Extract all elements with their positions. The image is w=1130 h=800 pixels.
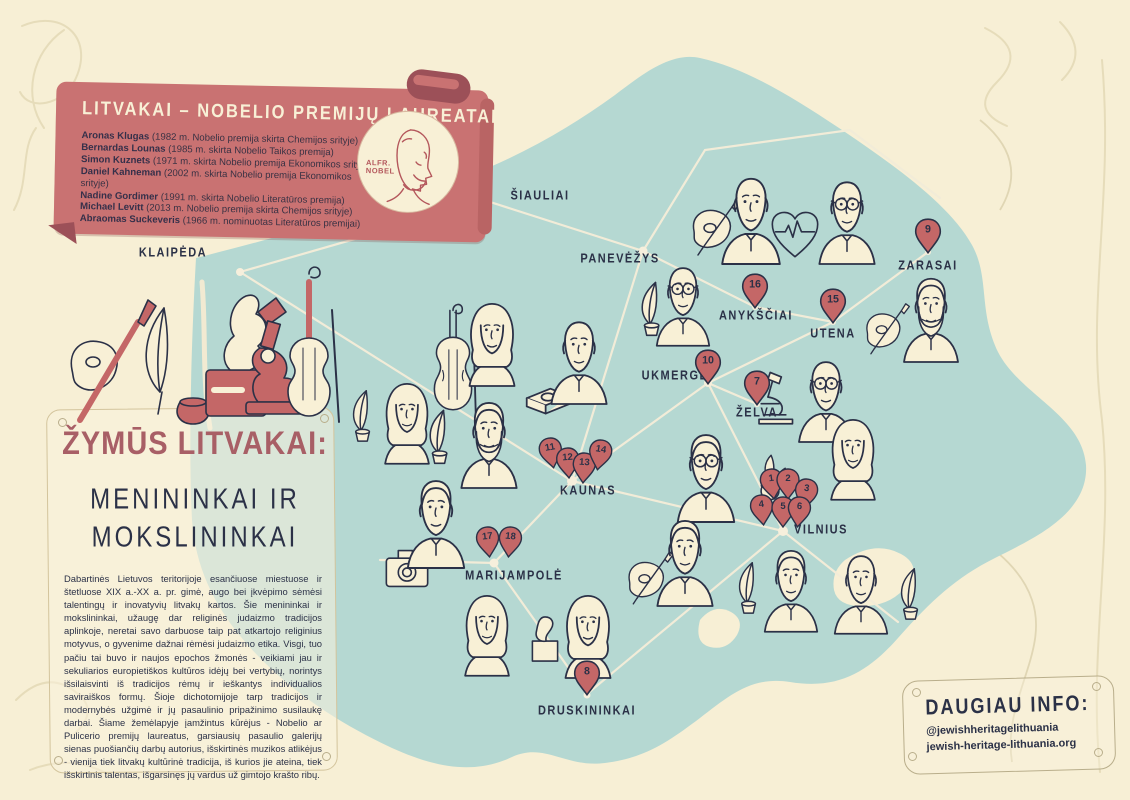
nobel-medal-icon: ALFR. NOBEL: [355, 109, 461, 214]
quill-icon: [145, 307, 169, 415]
sidebar-paragraph: Dabartinės Lietuvos teritorijoje esančiu…: [64, 573, 322, 781]
portrait-woman-south: [464, 595, 510, 677]
panel-pin-dot: [1094, 748, 1103, 757]
sidebar-subtitle-line2: MOKSLININKAI: [91, 521, 299, 554]
panel-pin-dot: [58, 418, 67, 427]
map-pin-17: 17: [474, 525, 501, 559]
violin-icon: [287, 266, 340, 423]
city-label-zelva: ŽELVA: [736, 405, 778, 421]
info-box-title: DAUGIAU INFO:: [925, 690, 1090, 720]
map-pin-10: 10: [694, 349, 722, 385]
city-label-ukmerge: UKMERGĖ: [641, 368, 709, 384]
paintbrush-icon: [77, 299, 157, 423]
sidebar-title: ŽYMŪS LITVAKAI:: [62, 426, 328, 462]
panel-pin-dot: [322, 752, 331, 761]
panel-pin-dot: [912, 688, 921, 697]
city-label-vilnius: VILNIUS: [794, 522, 848, 538]
medal-inscription: ALFR. NOBEL: [365, 157, 395, 176]
city-label-marijampole: MARIJAMPOLĖ: [465, 568, 563, 584]
map-pin-9: 9: [914, 218, 942, 254]
map-pin-16: 16: [741, 273, 769, 309]
info-box: DAUGIAU INFO: @jewishheritagelithuania j…: [901, 675, 1117, 775]
panel-pin-dot: [54, 756, 63, 765]
map-pin-6: 6: [785, 495, 812, 529]
map-pin-11: 11: [536, 435, 565, 471]
city-label-druskininkai: DRUSKININKAI: [537, 703, 637, 719]
map-pin-4: 4: [748, 493, 775, 527]
map-pin-12: 12: [555, 446, 581, 480]
portrait-woman-right: [830, 419, 876, 501]
map-pin-15: 15: [819, 288, 847, 324]
panel-pin-dot: [1092, 682, 1101, 691]
laureate-list: Aronas Klugas (1982 m. Nobelio premija s…: [80, 130, 382, 232]
city-label-zarasai: ZARASAI: [898, 258, 958, 274]
inkpot-icon: [176, 397, 210, 425]
city-label-siauliai: ŠIAULIAI: [510, 188, 570, 204]
panel-pin-dot: [320, 414, 329, 423]
map-pin-14: 14: [585, 437, 614, 473]
nobel-banner: LITVAKAI – NOBELIO PREMIJŲ LAUREATAI Aro…: [48, 67, 498, 248]
map-pin-8: 8: [573, 660, 601, 696]
map-pin-18: 18: [496, 525, 523, 559]
arts-science-still-life: [70, 266, 340, 425]
scroll-fold: [48, 222, 77, 248]
info-website: jewish-heritage-lithuania.org: [926, 737, 1077, 754]
city-label-kaunas: KAUNAS: [559, 483, 617, 499]
city-label-klaipeda: KLAIPĖDA: [138, 245, 208, 261]
sidebar-subtitle-line1: MENININKAI IR: [90, 483, 300, 516]
map-pin-7: 7: [743, 370, 771, 406]
city-label-utena: UTENA: [810, 326, 856, 342]
panel-pin-dot: [908, 752, 917, 761]
city-label-anyksciai: ANYKŠČIAI: [718, 308, 793, 324]
city-label-panevezys: PANEVĖŽYS: [580, 251, 660, 267]
info-social-handle: @jewishheritagelithuania: [925, 721, 1059, 738]
